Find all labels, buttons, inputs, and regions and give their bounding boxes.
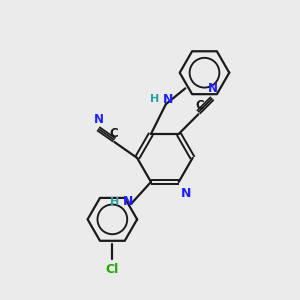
Text: N: N: [163, 93, 173, 106]
Text: H: H: [110, 197, 119, 207]
Text: C: C: [109, 127, 118, 140]
Text: N: N: [94, 113, 104, 126]
Text: H: H: [150, 94, 159, 104]
Text: C: C: [195, 99, 204, 112]
Text: Cl: Cl: [106, 263, 119, 276]
Text: N: N: [208, 82, 218, 95]
Text: N: N: [181, 187, 191, 200]
Text: N: N: [123, 195, 134, 208]
